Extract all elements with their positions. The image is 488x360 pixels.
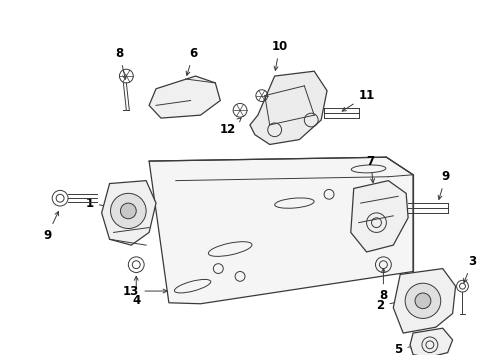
Text: 9: 9 bbox=[43, 211, 59, 242]
Text: 8: 8 bbox=[379, 269, 386, 302]
Text: 3: 3 bbox=[463, 255, 475, 283]
Polygon shape bbox=[149, 157, 412, 304]
Text: 13: 13 bbox=[123, 284, 166, 298]
Text: 5: 5 bbox=[393, 343, 413, 356]
Text: 12: 12 bbox=[220, 118, 241, 136]
Circle shape bbox=[120, 203, 136, 219]
Polygon shape bbox=[350, 181, 407, 252]
Polygon shape bbox=[249, 71, 326, 144]
Text: 8: 8 bbox=[115, 47, 126, 79]
Circle shape bbox=[405, 283, 440, 318]
Text: 10: 10 bbox=[271, 40, 287, 70]
Text: 6: 6 bbox=[186, 47, 197, 75]
Text: 2: 2 bbox=[376, 299, 399, 312]
Polygon shape bbox=[392, 269, 455, 333]
Text: 9: 9 bbox=[437, 170, 449, 199]
Polygon shape bbox=[409, 328, 452, 357]
Text: 7: 7 bbox=[366, 154, 374, 183]
Circle shape bbox=[414, 293, 430, 309]
Text: 11: 11 bbox=[342, 89, 374, 111]
Text: 4: 4 bbox=[132, 276, 140, 307]
Text: 1: 1 bbox=[85, 197, 112, 210]
Polygon shape bbox=[149, 76, 220, 118]
Polygon shape bbox=[102, 181, 156, 245]
Circle shape bbox=[110, 193, 146, 229]
